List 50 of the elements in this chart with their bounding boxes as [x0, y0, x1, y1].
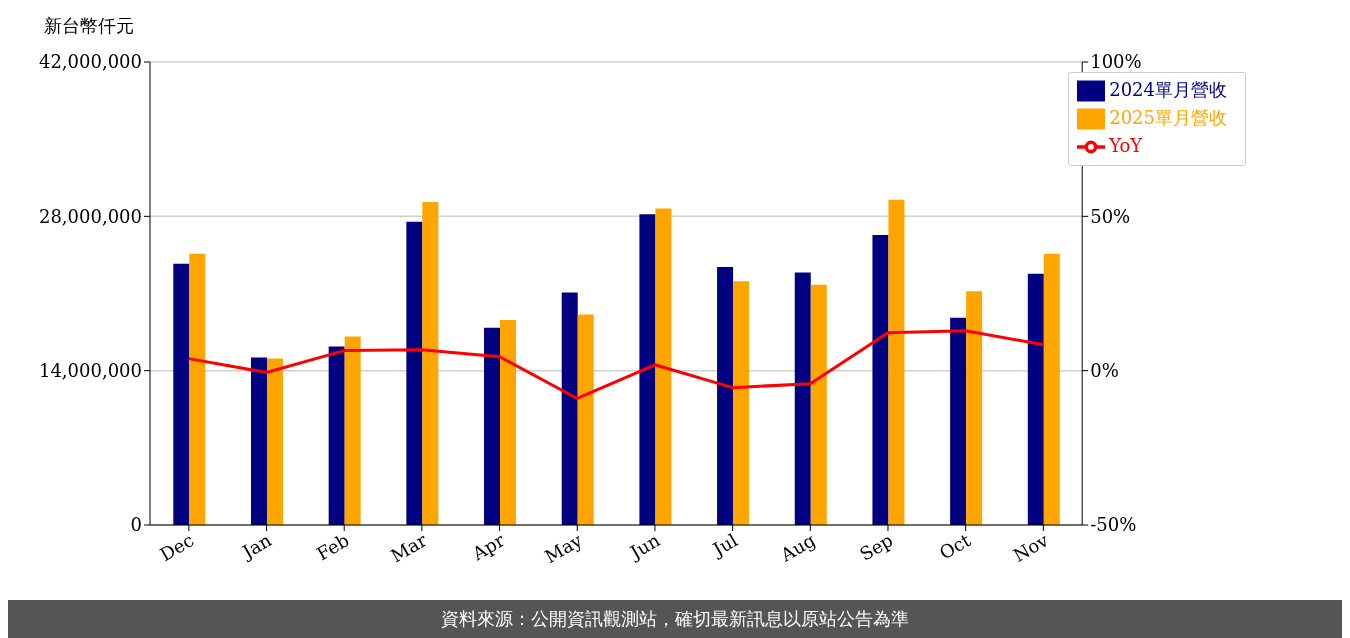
x-tick-label: Dec [156, 529, 198, 566]
bar [484, 327, 501, 525]
y-tick-label: 14,000,000 [38, 360, 142, 382]
x-tick-label: Nov [1009, 528, 1053, 566]
y-axis-title: 新台幣仟元 [44, 14, 134, 38]
bar [561, 292, 578, 525]
source-note: 資料來源：公開資訊觀測站，確切最新訊息以原站公告為準 [8, 600, 1342, 638]
x-tick-label: Jun [624, 529, 664, 564]
bar [966, 291, 983, 525]
x-tick-label: Mar [387, 529, 431, 567]
bar [500, 319, 517, 525]
x-tick-label: Feb [312, 529, 353, 565]
bar [328, 346, 345, 525]
bar [422, 202, 439, 525]
legend-label: 2025單月營收 [1109, 107, 1227, 128]
bar [794, 272, 811, 525]
x-tick-label: Apr [467, 529, 509, 565]
bar [189, 253, 206, 525]
x-tick-label: Sep [855, 529, 897, 565]
x-tick-label: May [541, 528, 587, 568]
bar [1027, 273, 1044, 525]
y2-tick-label: 100% [1090, 51, 1142, 73]
y2-tick-label: -50% [1090, 514, 1137, 536]
legend-label: 2024單月營收 [1109, 79, 1227, 100]
y-tick-label: 0 [130, 514, 142, 536]
bar [266, 358, 283, 525]
bar [1043, 253, 1060, 525]
line-series [187, 329, 1045, 400]
bar [655, 208, 672, 525]
legend-label: YoY [1109, 135, 1143, 156]
x-tick-label: Oct [935, 528, 975, 564]
bar [872, 235, 889, 525]
y2-tick-label: 50% [1090, 205, 1131, 227]
bar [950, 317, 967, 525]
bar [639, 214, 656, 525]
y-tick-label: 28,000,000 [38, 205, 142, 227]
bar [577, 314, 594, 525]
y2-tick-label: 0% [1090, 360, 1119, 382]
bar [888, 199, 905, 525]
x-tick-label: Jul [707, 529, 742, 561]
bar [810, 284, 827, 525]
x-tick-label: Jan [237, 529, 276, 564]
x-tick-label: Aug [776, 529, 819, 567]
bar [733, 281, 750, 525]
bar [717, 267, 734, 525]
bar [173, 263, 190, 525]
bar [250, 357, 267, 525]
y-tick-label: 42,000,000 [38, 51, 142, 73]
bar [406, 221, 423, 525]
bar [344, 336, 361, 525]
